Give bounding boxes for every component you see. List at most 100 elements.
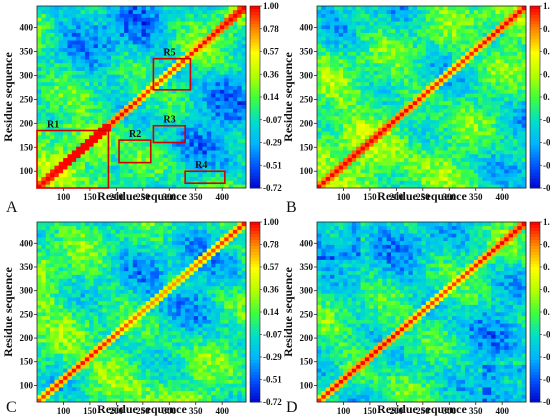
heatmap-cell <box>97 74 103 79</box>
heatmap-cell <box>456 9 462 14</box>
heatmap-cell <box>171 32 177 37</box>
heatmap-cell <box>465 78 470 83</box>
heatmap-cell <box>482 70 488 75</box>
heatmap-cell <box>382 165 388 170</box>
heatmap-cell <box>180 184 186 189</box>
heatmap-cell <box>80 97 86 102</box>
heatmap-cell <box>447 6 453 11</box>
heatmap-cell <box>237 78 243 83</box>
heatmap-cell <box>425 119 431 124</box>
heatmap-cell <box>430 127 435 132</box>
heatmap-cell <box>473 55 479 60</box>
heatmap-cell <box>377 138 383 143</box>
heatmap-cell <box>102 17 108 22</box>
heatmap-cell <box>421 81 427 87</box>
heatmap-cell <box>102 104 108 109</box>
heatmap-cell <box>232 78 238 83</box>
heatmap-cell <box>137 55 142 60</box>
heatmap-cell <box>45 315 51 320</box>
heatmap-cell <box>521 157 527 162</box>
heatmap-cell <box>373 100 379 105</box>
heatmap-cell <box>111 142 116 147</box>
heatmap-cell <box>219 108 225 113</box>
heatmap-cell <box>382 123 388 128</box>
heatmap-cell <box>93 165 99 170</box>
heatmap-cell <box>102 157 108 162</box>
heatmap-cell <box>119 172 125 178</box>
heatmap-cell <box>176 6 182 11</box>
heatmap-cell <box>369 55 374 60</box>
heatmap-cell <box>460 62 466 68</box>
heatmap-cell <box>421 74 427 79</box>
heatmap-cell <box>469 150 475 155</box>
heatmap-cell <box>469 85 475 90</box>
heatmap-cell <box>443 9 449 14</box>
heatmap-cell <box>347 74 353 79</box>
heatmap-cell <box>41 349 47 354</box>
heatmap-cell <box>97 176 103 181</box>
heatmap-cell <box>356 172 361 178</box>
heatmap-cell <box>330 100 335 105</box>
heatmap-cell <box>84 165 90 170</box>
heatmap-cell <box>443 89 449 94</box>
heatmap-cell <box>119 13 125 18</box>
heatmap-cell <box>115 123 121 128</box>
heatmap-cell <box>50 9 55 14</box>
heatmap-cell <box>469 9 475 14</box>
heatmap-cell <box>473 134 479 140</box>
heatmap-cell <box>438 59 444 64</box>
heatmap-cell <box>434 47 440 52</box>
heatmap-cell <box>395 89 401 94</box>
heatmap-cell <box>102 74 108 79</box>
heatmap-cell <box>495 21 501 26</box>
colorbar-segment <box>530 157 540 162</box>
heatmap-cell <box>508 165 514 170</box>
heatmap-cell <box>93 184 99 189</box>
heatmap-cell <box>482 40 488 45</box>
heatmap-cell <box>102 43 108 49</box>
heatmap-cell <box>119 36 125 41</box>
heatmap-cell <box>417 127 422 132</box>
heatmap-cell <box>364 104 370 109</box>
heatmap-cell <box>382 127 388 132</box>
heatmap-cell <box>482 17 488 22</box>
heatmap-cell <box>176 62 182 68</box>
heatmap-cell <box>176 169 182 174</box>
heatmap-cell <box>460 74 466 79</box>
heatmap-cell <box>408 176 414 181</box>
heatmap-cell <box>499 21 505 26</box>
heatmap-cell <box>115 97 121 102</box>
heatmap-cell <box>50 51 55 56</box>
heatmap-cell <box>89 43 94 49</box>
heatmap-cell <box>219 43 225 49</box>
heatmap-cell <box>45 289 51 294</box>
heatmap-cell <box>124 66 129 71</box>
heatmap-cell <box>37 300 42 305</box>
heatmap-cell <box>176 89 182 94</box>
heatmap-cell <box>71 9 77 14</box>
heatmap-cell <box>132 119 138 124</box>
heatmap-cell <box>360 180 366 185</box>
heatmap-cell <box>93 138 99 143</box>
heatmap-cell <box>54 112 60 117</box>
heatmap-cell <box>80 93 86 98</box>
heatmap-cell <box>434 104 440 109</box>
heatmap-cell <box>45 104 51 109</box>
heatmap-cell <box>71 59 77 64</box>
heatmap-cell <box>443 32 449 37</box>
heatmap-cell <box>67 176 73 181</box>
heatmap-cell <box>185 66 190 71</box>
heatmap-cell <box>360 142 366 147</box>
heatmap-cell <box>45 255 51 260</box>
heatmap-cell <box>54 70 60 75</box>
heatmap-cell <box>364 85 370 90</box>
heatmap-cell <box>317 161 322 166</box>
heatmap-cell <box>447 134 453 140</box>
heatmap-cell <box>67 150 73 155</box>
heatmap-cell <box>180 24 186 30</box>
heatmap-cell <box>232 119 238 124</box>
heatmap-cell <box>491 169 496 174</box>
heatmap-cell <box>224 176 229 181</box>
heatmap-cell <box>391 176 396 181</box>
heatmap-cell <box>106 112 112 117</box>
